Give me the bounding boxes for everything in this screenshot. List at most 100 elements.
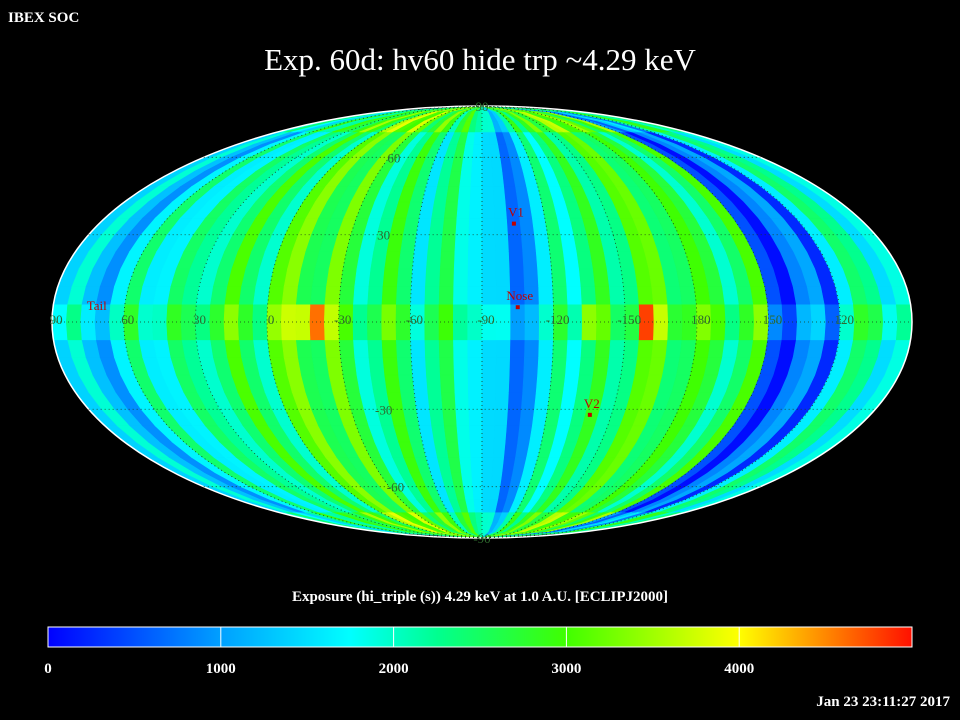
exposure-cell xyxy=(457,186,472,203)
exposure-cell xyxy=(443,201,459,219)
exposure-cell xyxy=(468,217,483,235)
exposure-cell xyxy=(340,268,358,287)
colorbar-tick-label: 3000 xyxy=(551,661,581,677)
exposure-cell xyxy=(481,486,492,501)
exposure-cell xyxy=(210,339,228,358)
exposure-cell xyxy=(519,408,535,427)
exposure-cell xyxy=(537,357,554,376)
exposure-cell xyxy=(506,217,522,235)
longitude-label: -90 xyxy=(477,312,494,327)
exposure-cell xyxy=(608,286,626,305)
exposure-cell xyxy=(519,217,535,235)
colorbar-tick-label: 0 xyxy=(44,661,52,677)
exposure-cell xyxy=(810,321,827,341)
exposure-cell xyxy=(368,357,386,376)
exposure-cell xyxy=(467,251,483,270)
exposure-cell xyxy=(867,321,884,341)
exposure-cell xyxy=(384,251,402,270)
exposure-cell xyxy=(381,303,397,323)
exposure-cell xyxy=(665,339,683,358)
exposure-cell xyxy=(506,408,522,427)
colorbar-tick-label: 4000 xyxy=(724,661,754,677)
marker-dot xyxy=(515,305,520,310)
exposure-cell xyxy=(594,339,611,358)
exposure-cell xyxy=(468,408,483,427)
exposure-cell xyxy=(471,472,483,488)
exposure-cell xyxy=(523,357,539,376)
exposure-cell xyxy=(442,217,458,235)
exposure-cell xyxy=(469,441,483,458)
exposure-cell xyxy=(509,339,526,358)
exposure-cell xyxy=(507,391,524,410)
longitude-label: 60 xyxy=(121,312,134,327)
exposure-cell xyxy=(667,303,684,323)
exposure-cell xyxy=(340,357,358,376)
exposure-cell xyxy=(459,457,473,473)
exposure-cell xyxy=(456,425,471,443)
meridian-line xyxy=(338,105,483,539)
exposure-cell xyxy=(467,286,483,305)
exposure-cell xyxy=(481,472,493,488)
exposure-cell xyxy=(456,201,471,219)
exposure-cell xyxy=(416,408,433,427)
timestamp: Jan 23 23:11:27 2017 xyxy=(816,694,950,710)
exposure-cell xyxy=(224,286,242,305)
exposure-cell xyxy=(137,303,154,323)
exposure-cell xyxy=(366,321,383,341)
colorbar-tick-label: 1000 xyxy=(206,661,236,677)
latitude-label: 60 xyxy=(387,150,400,165)
exposure-cell xyxy=(209,321,226,341)
colorbar-title: Exposure (hi_triple (s)) 4.29 keV at 1.0… xyxy=(291,589,669,605)
exposure-cell xyxy=(429,217,445,235)
exposure-cell xyxy=(493,425,508,443)
exposure-cell xyxy=(352,321,369,341)
exposure-cell xyxy=(381,321,397,341)
exposure-cell xyxy=(781,321,798,341)
exposure-cell xyxy=(679,339,697,358)
exposure-cell xyxy=(398,374,415,393)
exposure-cell xyxy=(795,321,813,341)
exposure-cell xyxy=(438,286,455,305)
exposure-cell xyxy=(481,201,495,219)
marker-label: Tail xyxy=(87,298,107,313)
exposure-cell xyxy=(592,357,610,376)
exposure-cell xyxy=(438,321,454,341)
exposure-cell xyxy=(474,120,483,133)
exposure-cell xyxy=(581,303,598,323)
exposure-cell xyxy=(424,339,440,358)
exposure-cell xyxy=(653,321,669,341)
meridian-line xyxy=(409,105,483,539)
exposure-cell xyxy=(425,357,441,376)
exposure-cell xyxy=(366,303,383,323)
corner-label: IBEX SOC xyxy=(8,10,80,26)
exposure-cell xyxy=(481,457,494,473)
exposure-cell xyxy=(454,234,470,252)
exposure-cell xyxy=(895,303,912,323)
exposure-cell xyxy=(412,251,429,270)
longitude-label: -120 xyxy=(546,312,570,327)
longitude-label: 120 xyxy=(834,312,854,327)
exposure-cell xyxy=(481,374,497,393)
exposure-cell xyxy=(562,251,580,270)
exposure-cell xyxy=(473,131,483,145)
marker-label: Nose xyxy=(506,288,533,303)
exposure-cell xyxy=(494,217,509,235)
exposure-cell xyxy=(324,339,341,358)
exposure-cell xyxy=(481,339,497,358)
exposure-cell xyxy=(267,339,285,358)
exposure-cell xyxy=(738,321,755,341)
exposure-cell xyxy=(209,303,226,323)
exposure-cell xyxy=(310,339,327,358)
exposure-cell xyxy=(653,303,669,323)
exposure-cell xyxy=(382,268,399,287)
exposure-cell xyxy=(429,408,445,427)
exposure-cell xyxy=(534,391,551,410)
exposure-cell xyxy=(881,321,899,341)
exposure-cell xyxy=(710,321,727,341)
exposure-cell xyxy=(400,391,417,410)
exposure-cell xyxy=(381,339,398,358)
exposure-cell xyxy=(551,268,568,287)
exposure-cell xyxy=(439,268,455,287)
exposure-cell xyxy=(410,268,427,287)
